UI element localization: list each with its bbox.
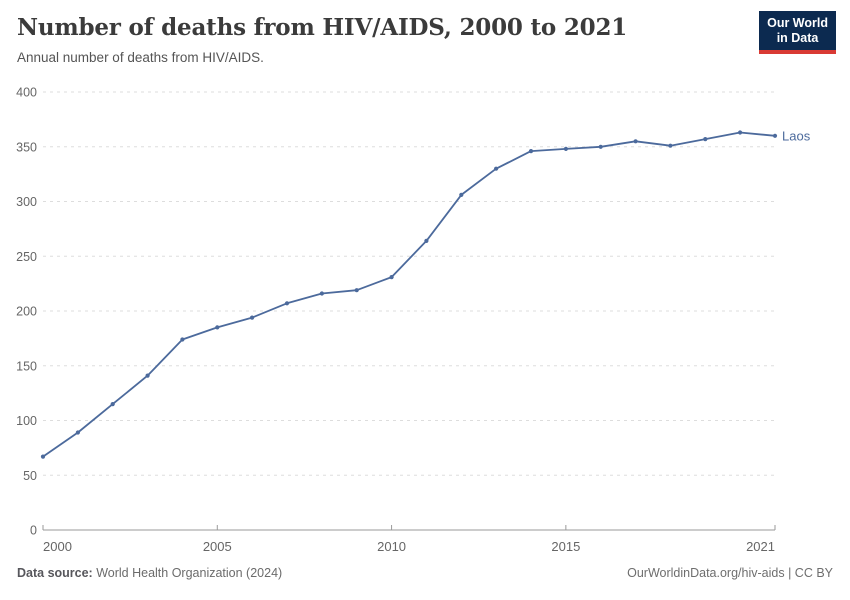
y-tick-label: 150 [16, 359, 37, 373]
data-point[interactable] [703, 137, 708, 142]
data-point[interactable] [215, 325, 220, 330]
y-tick-label: 350 [16, 140, 37, 154]
data-point[interactable] [668, 143, 673, 148]
data-point[interactable] [598, 144, 603, 149]
data-source-value: World Health Organization (2024) [92, 566, 283, 580]
page-title: Number of deaths from HIV/AIDS, 2000 to … [17, 14, 628, 41]
data-point[interactable] [772, 133, 778, 138]
data-point[interactable] [563, 146, 569, 151]
data-source: Data source: World Health Organization (… [17, 566, 282, 580]
owid-logo[interactable]: Our World in Data [759, 11, 836, 54]
y-tick-label: 0 [30, 524, 37, 538]
data-point[interactable] [284, 301, 290, 306]
y-tick-label: 400 [16, 86, 37, 100]
data-point[interactable] [40, 454, 46, 459]
data-point[interactable] [145, 373, 150, 378]
x-tick-label: 2005 [203, 539, 232, 554]
data-source-label: Data source: [17, 566, 93, 580]
data-point[interactable] [319, 291, 324, 296]
data-point[interactable] [110, 402, 115, 407]
data-point[interactable] [424, 238, 429, 243]
data-point[interactable] [180, 337, 185, 342]
series-line-laos[interactable] [42, 131, 776, 458]
data-point[interactable] [633, 139, 638, 144]
data-point[interactable] [250, 315, 255, 320]
data-point[interactable] [389, 275, 394, 280]
series-end-label[interactable]: Laos [782, 128, 811, 143]
x-tick-label: 2010 [377, 539, 406, 554]
y-tick-label: 50 [23, 469, 37, 483]
data-point[interactable] [354, 288, 359, 293]
chart-footer: Data source: World Health Organization (… [17, 566, 833, 580]
y-tick-label: 300 [16, 195, 37, 209]
owid-logo-line2: in Data [776, 31, 819, 45]
x-tick-label: 2021 [746, 539, 775, 554]
chart-subtitle: Annual number of deaths from HIV/AIDS. [17, 50, 264, 65]
chart-header: Number of deaths from HIV/AIDS, 2000 to … [17, 14, 757, 65]
y-tick-label: 200 [16, 305, 37, 319]
x-tick-label: 2015 [551, 539, 580, 554]
y-tick-label: 100 [16, 414, 37, 428]
data-point[interactable] [75, 430, 80, 435]
data-point[interactable] [494, 166, 499, 171]
data-point[interactable] [528, 149, 534, 154]
data-point[interactable] [459, 192, 464, 197]
y-tick-label: 250 [16, 250, 37, 264]
x-tick-label: 2000 [43, 539, 72, 554]
data-point[interactable] [738, 130, 743, 135]
owid-logo-line1: Our World [767, 16, 828, 30]
footer-link[interactable]: OurWorldinData.org/hiv-aids | CC BY [627, 566, 833, 580]
